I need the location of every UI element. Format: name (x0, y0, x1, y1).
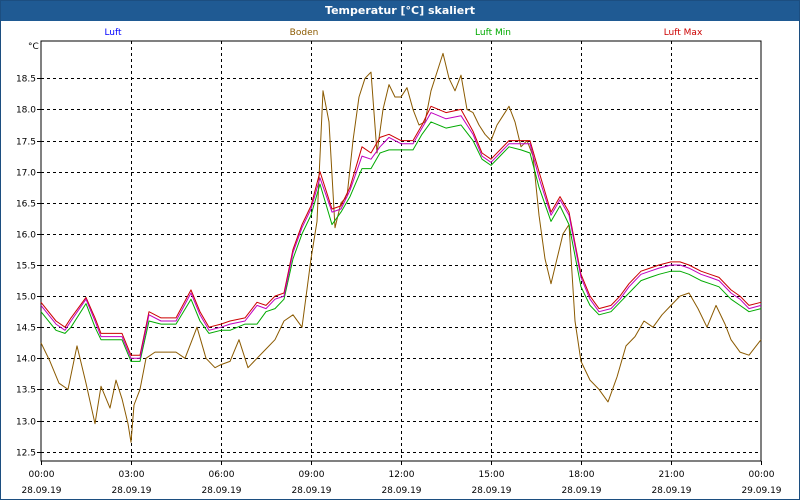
x-tick-date: 28.09.19 (651, 486, 691, 496)
y-tick-label: 17.5 (16, 138, 36, 148)
x-tick-time: 00:00 (749, 470, 775, 480)
x-tick-time: 00:00 (29, 470, 55, 480)
grid (41, 41, 761, 461)
series-line-luft-max (40, 105, 762, 356)
y-axis-ticks: 12.5 13.0 13.5 14.0 14.5 15.0 15.5 16.0 16.5 17.0… (16, 75, 41, 459)
series-line-boden (40, 52, 762, 443)
legend-luft-min: Luft Min (475, 28, 511, 38)
x-tick-date: 28.09.19 (561, 486, 601, 496)
y-tick-label: 16.0 (16, 231, 36, 241)
x-tick-date: 28.09.19 (111, 486, 151, 496)
y-tick-label: 18.5 (16, 75, 36, 85)
y-tick-label: 13.0 (16, 418, 36, 428)
y-tick-label: 15.0 (16, 293, 36, 303)
x-tick-date: 28.09.19 (471, 486, 511, 496)
x-tick-time: 09:00 (299, 470, 325, 480)
y-tick-label: 14.0 (16, 355, 36, 365)
x-tick-date: 28.09.19 (201, 486, 241, 496)
x-tick-date: 28.09.19 (291, 486, 331, 496)
legend-boden: Boden (290, 28, 319, 38)
x-tick-date: 28.09.19 (381, 486, 421, 496)
x-tick-time: 12:00 (389, 470, 415, 480)
x-tick-date: 28.09.19 (21, 486, 61, 496)
series-line-luft-min (40, 121, 762, 362)
x-axis-ticks: 00:00 28.09.19 03:00 28.09.19 06:00 28.09.19 0… (21, 461, 782, 496)
y-axis-unit: °C (28, 42, 39, 52)
x-tick-time: 18:00 (569, 470, 595, 480)
y-tick-label: 17.0 (16, 169, 36, 179)
series-line-luft (40, 112, 762, 359)
legend-luft: Luft (104, 28, 122, 38)
legend-luft-max: Luft Max (664, 28, 703, 38)
window-title: Temperatur [°C] skaliert (1, 1, 799, 21)
x-tick-time: 06:00 (209, 470, 235, 480)
y-tick-label: 16.5 (16, 200, 36, 210)
x-tick-time: 21:00 (659, 470, 685, 480)
x-tick-time: 03:00 (119, 470, 145, 480)
y-tick-label: 12.5 (16, 449, 36, 459)
y-tick-label: 18.0 (16, 106, 36, 116)
y-tick-label: 15.5 (16, 262, 36, 272)
y-tick-label: 14.5 (16, 324, 36, 334)
x-tick-time: 15:00 (479, 470, 505, 480)
series (40, 52, 762, 443)
x-tick-date: 29.09.19 (741, 486, 781, 496)
y-tick-label: 13.5 (16, 386, 36, 396)
